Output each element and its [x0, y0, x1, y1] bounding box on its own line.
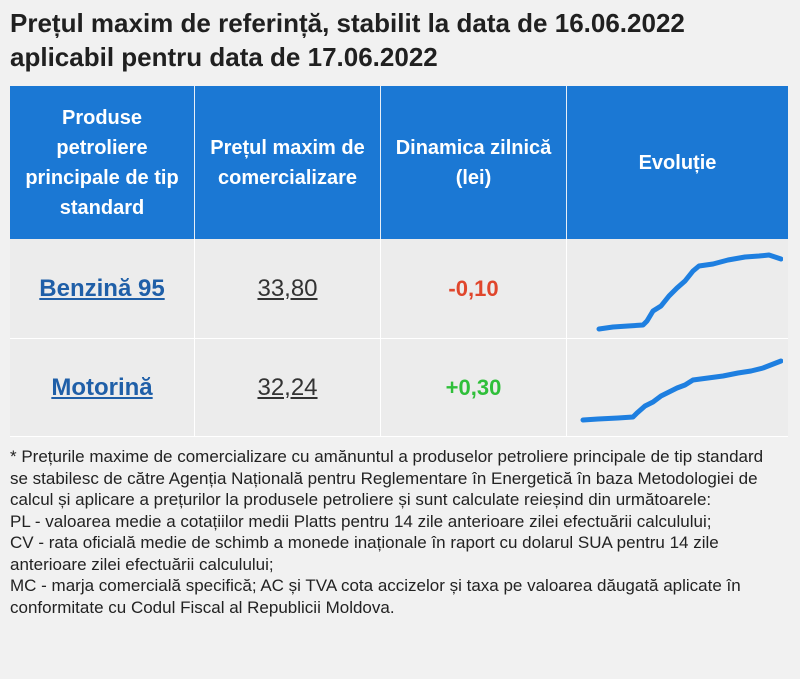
page-title: Prețul maxim de referință, stabilit la d…: [10, 6, 790, 74]
page-title-line-1: Prețul maxim de referință, stabilit la d…: [10, 8, 685, 38]
table-header-row: Produse petroliere principale de tip sta…: [10, 86, 788, 239]
fuel-price-table: Produse petroliere principale de tip sta…: [10, 86, 788, 437]
note-paragraph: MC - marja comercială specifică; AC și T…: [10, 576, 741, 617]
note-paragraph: * Prețurile maxime de comercializare cu …: [10, 447, 764, 509]
product-link-benzina-95[interactable]: Benzină 95: [39, 274, 165, 302]
note-paragraph: CV - rata oficială medie de schimb a mon…: [10, 533, 719, 574]
price-value: 32,24: [257, 373, 318, 401]
price-value: 33,80: [257, 274, 318, 302]
daily-dynamics-value: -0,10: [448, 275, 499, 301]
header-price: Prețul maxim de comercializare: [195, 86, 381, 239]
evolution-sparkline: [580, 358, 783, 422]
header-product: Produse petroliere principale de tip sta…: [10, 86, 195, 239]
header-dynamics: Dinamica zilnică (lei): [381, 86, 567, 239]
methodology-note: * Prețurile maxime de comercializare cu …: [10, 446, 785, 618]
product-link-motorina[interactable]: Motorină: [51, 373, 153, 401]
evolution-sparkline: [596, 252, 783, 331]
note-paragraph: PL - valoarea medie a cotațiilor medii P…: [10, 511, 712, 531]
table-row: Motorină 32,24 +0,30: [10, 339, 788, 437]
daily-dynamics-value: +0,30: [445, 374, 502, 400]
page-title-line-2: aplicabil pentru data de 17.06.2022: [10, 42, 438, 72]
header-evolution: Evoluție: [567, 86, 788, 239]
table-row: Benzină 95 33,80 -0,10: [10, 239, 788, 339]
